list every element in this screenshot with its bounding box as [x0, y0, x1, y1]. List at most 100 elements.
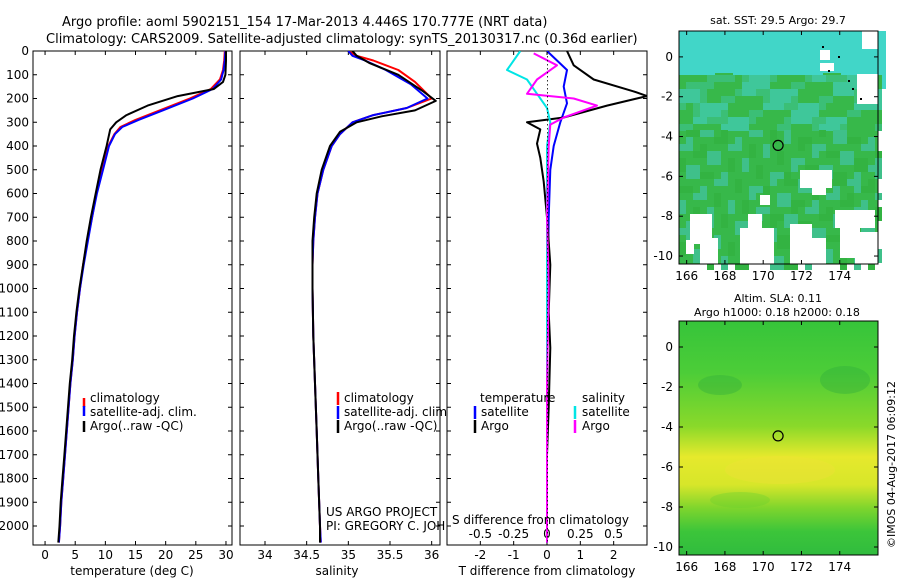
- s-diff-tick-label: -0.5: [469, 527, 492, 541]
- sst-cell: [770, 89, 777, 96]
- sst-cell: [784, 172, 791, 179]
- sst-cell: [847, 117, 854, 124]
- project-line-1: US ARGO PROJECT: [326, 505, 438, 519]
- sst-cell: [735, 137, 742, 144]
- temperature-legend: climatology satellite-adj. clim. Argo(..…: [82, 391, 197, 433]
- sst-cell: [798, 75, 805, 82]
- sst-cell: [791, 158, 798, 165]
- sst-cell: [707, 82, 714, 89]
- sst-warm-cell: [778, 31, 787, 89]
- sst-cell: [798, 110, 805, 117]
- sst-cell: [707, 89, 714, 96]
- sst-cell: [735, 124, 742, 131]
- sst-cell: [763, 207, 770, 214]
- sst-cell: [826, 89, 833, 96]
- sst-cell: [728, 103, 735, 110]
- y-tick-label: 2000: [0, 519, 29, 533]
- sst-cell: [693, 75, 700, 82]
- sst-cell: [679, 165, 686, 172]
- sst-missing-patch: [800, 170, 832, 188]
- map-y-tick-label: 0: [665, 50, 673, 64]
- map-y-tick-label: -10: [653, 540, 673, 554]
- y-tick-label: 0: [21, 44, 29, 58]
- sst-cell: [742, 117, 749, 124]
- sst-cell: [840, 117, 847, 124]
- sst-cell: [826, 124, 833, 131]
- sst-cell: [679, 110, 686, 117]
- sst-cell: [812, 228, 819, 235]
- sst-cell: [833, 75, 840, 82]
- sst-cell: [763, 144, 770, 151]
- sst-cell: [819, 144, 826, 151]
- sst-warm-cell: [814, 31, 823, 75]
- sst-cell: [812, 165, 819, 172]
- sst-cell: [679, 200, 686, 207]
- sst-cell: [686, 235, 693, 242]
- sst-cell: [791, 200, 798, 207]
- map-x-tick-label: 172: [790, 560, 813, 574]
- sst-map-frame: [678, 30, 879, 265]
- sst-cell: [679, 82, 686, 89]
- sla-map-field: [679, 321, 878, 555]
- x-tick-label: 1: [577, 548, 585, 562]
- sst-cell: [756, 89, 763, 96]
- sst-cell: [833, 151, 840, 158]
- sst-cell: [868, 110, 875, 117]
- sst-warm-cell: [742, 31, 751, 78]
- sst-cell: [728, 158, 735, 165]
- sst-cell: [798, 200, 805, 207]
- sst-missing-patch: [686, 240, 694, 254]
- sst-cell: [798, 144, 805, 151]
- sst-cell: [784, 117, 791, 124]
- map-x-tick-label: 170: [752, 560, 775, 574]
- sst-cell: [840, 82, 847, 89]
- sst-cell: [812, 151, 819, 158]
- sst-cell: [700, 172, 707, 179]
- sst-cell: [679, 242, 686, 249]
- legend-t-satellite: satellite: [481, 405, 529, 419]
- sst-cell: [798, 124, 805, 131]
- sst-warm-cell: [760, 31, 769, 86]
- sst-map-title: sat. SST: 29.5 Argo: 29.7: [710, 14, 846, 27]
- sst-cell: [840, 110, 847, 117]
- sst-warm-cell: [697, 31, 706, 80]
- sst-warm-cell: [850, 31, 859, 79]
- sst-cell: [840, 172, 847, 179]
- sst-cell: [854, 117, 861, 124]
- sst-cell: [784, 137, 791, 144]
- sst-warm-cell: [868, 31, 877, 87]
- sst-cell: [826, 151, 833, 158]
- sst-cell: [686, 96, 693, 103]
- sst-cell: [735, 179, 742, 186]
- sst-cell: [679, 207, 686, 214]
- sst-cell: [679, 124, 686, 131]
- sst-cell: [840, 124, 847, 131]
- sst-cell: [805, 186, 812, 193]
- sst-cell: [693, 172, 700, 179]
- sst-cell: [686, 137, 693, 144]
- y-tick-label: 1500: [0, 400, 29, 414]
- x-tick-label: -2: [474, 548, 486, 562]
- sst-missing-patch: [748, 214, 762, 228]
- sst-cell: [791, 214, 798, 221]
- sst-cell: [721, 221, 728, 228]
- sst-cell: [791, 117, 798, 124]
- sst-cell: [777, 235, 784, 242]
- x-tick-label: 20: [158, 548, 173, 562]
- s-diff-tick-label: 0.25: [567, 527, 594, 541]
- sst-warm-cell: [769, 31, 778, 89]
- sst-cell: [735, 221, 742, 228]
- sst-cell: [693, 207, 700, 214]
- legend-argo: Argo(..raw -QC): [90, 419, 183, 433]
- sst-cell: [700, 124, 707, 131]
- sla-map-texture: [698, 366, 870, 508]
- sst-cell: [777, 263, 784, 270]
- sst-cell: [728, 89, 735, 96]
- s-difference-label: S difference from climatology: [452, 513, 629, 527]
- y-tick-label: 300: [6, 115, 29, 129]
- sst-cell: [840, 200, 847, 207]
- sst-cell: [819, 103, 826, 110]
- sst-cell: [826, 165, 833, 172]
- sst-cell: [749, 89, 756, 96]
- sst-cell: [784, 75, 791, 82]
